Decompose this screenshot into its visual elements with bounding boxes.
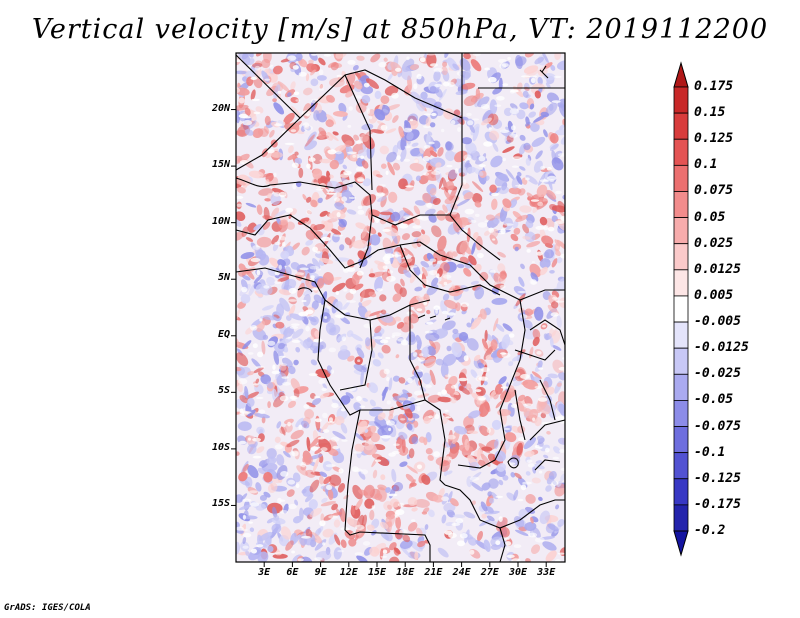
colorbar-label: 0.0125 xyxy=(694,261,741,277)
colorbar-label: -0.2 xyxy=(694,523,726,538)
colorbar-label: -0.075 xyxy=(694,418,741,434)
colorbar-segment xyxy=(673,478,689,506)
colorbar-label: 0.075 xyxy=(694,183,734,199)
colorbar-segment xyxy=(673,426,689,454)
colorbar-segment xyxy=(673,400,689,427)
colorbar-label: 0.05 xyxy=(694,209,726,225)
x-tick-label: 6E xyxy=(286,567,299,578)
colorbar-label: 0.175 xyxy=(694,79,734,94)
colorbar-label: -0.005 xyxy=(694,314,741,330)
y-tick-label: 10N xyxy=(211,215,230,227)
axis-ticks xyxy=(231,109,547,567)
y-tick-label: 15N xyxy=(211,159,230,171)
x-tick-label: 30E xyxy=(508,567,528,578)
chart-title: Vertical velocity [m/s] at 850hPa, VT: 2… xyxy=(31,14,769,45)
colorbar-segment xyxy=(673,373,689,401)
y-tick-label: 15S xyxy=(211,498,230,510)
colorbar-segment xyxy=(673,191,689,218)
colorbar-segment xyxy=(673,217,689,245)
colorbar-segment xyxy=(673,164,689,192)
colorbar-segment xyxy=(673,295,689,323)
colorbar-label: 0.15 xyxy=(694,105,726,121)
colorbar-segment xyxy=(673,321,689,349)
x-tick-label: 33E xyxy=(537,567,556,578)
map-frame xyxy=(235,52,566,563)
x-tick-label: 18E xyxy=(396,567,415,578)
colorbar-segment xyxy=(673,504,689,532)
x-tick-label: 12E xyxy=(339,567,358,578)
x-tick-label: 27E xyxy=(480,567,499,578)
colorbar-label: -0.175 xyxy=(694,496,741,512)
colorbar-bottom-arrow xyxy=(673,530,689,557)
colorbar-segment xyxy=(673,347,689,375)
x-tick-label: 9E xyxy=(314,567,327,578)
colorbar-segment xyxy=(673,243,689,271)
x-tick-label: 3E xyxy=(258,567,271,578)
x-tick-label: 21E xyxy=(424,567,443,578)
colorbar-label: 0.005 xyxy=(694,287,734,303)
colorbar-label: 0.025 xyxy=(694,235,734,251)
colorbar-label: -0.0125 xyxy=(694,340,749,356)
y-tick-label: 5N xyxy=(217,272,230,284)
colorbar-top-arrow xyxy=(673,61,689,88)
x-tick-label: 15E xyxy=(367,567,387,578)
colorbar-segment xyxy=(673,138,689,166)
colorbar-segment xyxy=(673,112,689,140)
colorbar-label: -0.05 xyxy=(694,392,734,408)
colorbar-label: 0.125 xyxy=(694,131,734,147)
y-tick-label: EQ xyxy=(217,328,230,340)
footer-credit: GrADS: IGES/COLA xyxy=(4,603,91,613)
colorbar-label: -0.125 xyxy=(694,470,741,486)
colorbar-segment xyxy=(673,452,689,480)
colorbar-label: 0.1 xyxy=(694,157,718,173)
colorbar-label: -0.1 xyxy=(694,444,726,460)
y-tick-label: 5S xyxy=(217,385,230,397)
y-tick-label: 10S xyxy=(211,441,230,453)
colorbar-segment xyxy=(673,269,689,297)
country-borders xyxy=(235,53,566,563)
y-tick-label: 20N xyxy=(211,102,230,114)
colorbar-label: -0.025 xyxy=(694,366,741,382)
x-tick-label: 24E xyxy=(452,567,471,578)
colorbar-segment xyxy=(673,86,689,114)
colorbar xyxy=(673,61,689,557)
